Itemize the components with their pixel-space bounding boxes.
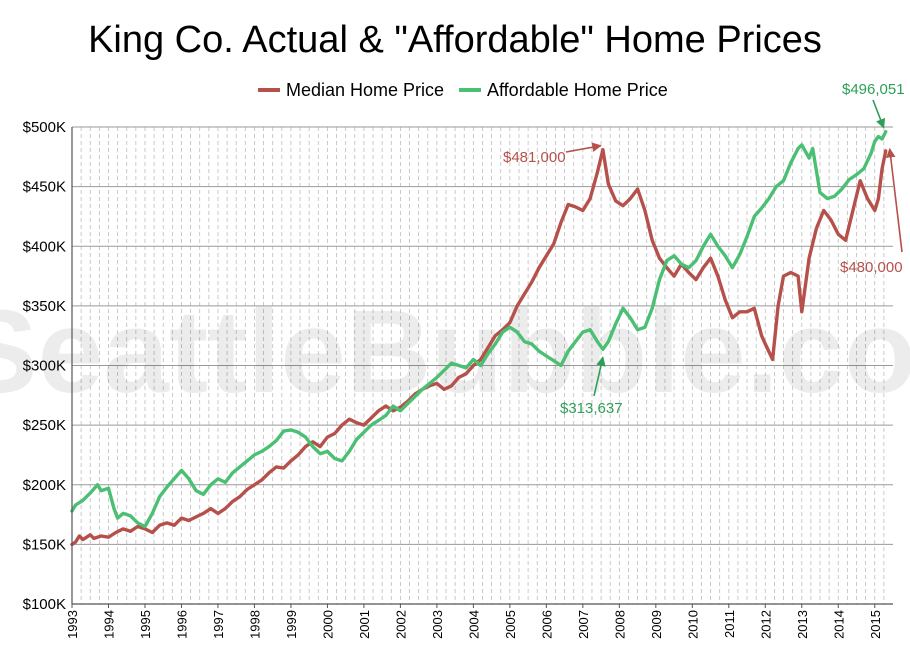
chart-title: King Co. Actual & "Affordable" Home Pric…	[88, 19, 822, 61]
legend-label: Affordable Home Price	[487, 80, 668, 100]
x-tick-label: 1993	[65, 610, 80, 639]
y-tick-label: $100K	[23, 596, 66, 613]
annotation-label: $313,637	[560, 400, 623, 417]
x-tick-label: 2001	[357, 610, 372, 639]
annotation-label: $481,000	[503, 149, 566, 166]
x-tick-label: 1997	[211, 610, 226, 639]
y-tick-label: $400K	[23, 238, 66, 255]
x-tick-label: 2010	[685, 610, 700, 639]
y-tick-label: $300K	[23, 358, 66, 375]
x-tick-label: 1998	[247, 610, 262, 639]
x-tick-label: 2013	[795, 610, 810, 639]
y-tick-label: $350K	[23, 298, 66, 315]
x-tick-label: 2004	[466, 610, 481, 639]
x-tick-label: 2002	[393, 610, 408, 639]
x-tick-label: 1996	[174, 610, 189, 639]
annotation-arrow	[593, 356, 606, 397]
x-tick-label: 2007	[576, 610, 591, 639]
x-tick-label: 2014	[831, 610, 846, 639]
series-line-0	[70, 148, 888, 547]
legend-label: Median Home Price	[286, 80, 444, 100]
y-tick-label: $500K	[23, 119, 66, 136]
x-tick-label: 2012	[758, 610, 773, 639]
y-axis: $100K $150K $200K $250K $300K $350K $400K $450K…	[23, 119, 73, 613]
x-tick-label: 2000	[320, 610, 335, 639]
annotation-arrow	[565, 142, 602, 153]
annotations: $481,000 $480,000 $313,637 $496,051	[503, 81, 905, 417]
x-tick-label: 2009	[649, 610, 664, 639]
annotation-arrow	[872, 99, 886, 129]
y-tick-label: $200K	[23, 477, 66, 494]
x-tick-label: 2011	[722, 610, 737, 638]
x-tick-label: 1994	[101, 610, 116, 639]
annotation-arrow	[885, 147, 903, 253]
plot-area	[70, 130, 888, 547]
x-tick-label: 1995	[138, 610, 153, 639]
x-axis: 1993 1994 1995 1996 1997 1998 1999 2000 2001 2002…	[65, 603, 893, 639]
x-tick-label: 2003	[430, 610, 445, 639]
legend: Median Home Price Affordable Home Price	[258, 80, 668, 100]
y-tick-label: $250K	[23, 417, 66, 434]
x-tick-label: 2005	[503, 610, 518, 639]
y-tick-label: $150K	[23, 536, 66, 553]
watermark: SeattleBubble.com	[0, 286, 910, 418]
series-line-1	[70, 130, 888, 529]
x-tick-label: 2006	[539, 610, 554, 639]
annotation-label: $496,051	[842, 81, 905, 98]
x-tick-label: 2015	[868, 610, 883, 639]
y-tick-label: $450K	[23, 179, 66, 196]
x-tick-label: 2008	[612, 610, 627, 639]
x-tick-label: 1999	[284, 610, 299, 639]
annotation-label: $480,000	[840, 259, 903, 276]
